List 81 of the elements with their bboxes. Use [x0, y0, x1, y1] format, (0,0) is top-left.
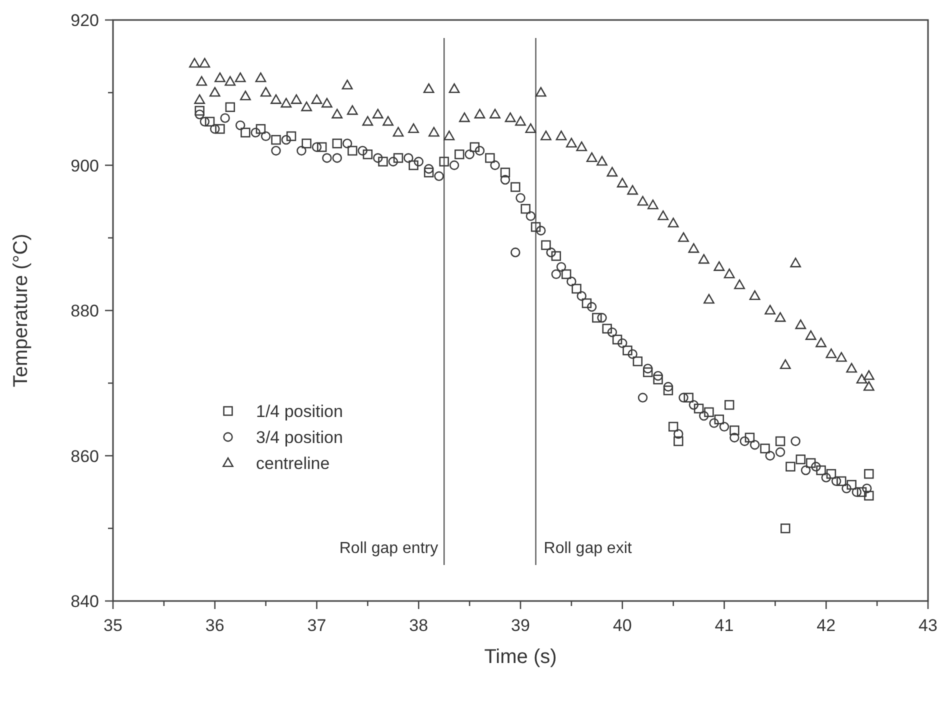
y-tick-label: 900	[70, 156, 99, 176]
point	[454, 150, 464, 160]
point	[541, 240, 551, 250]
point	[316, 142, 327, 152]
legend-label: 3/4 position	[256, 428, 343, 447]
point	[684, 392, 694, 402]
point	[240, 128, 250, 138]
point	[215, 124, 225, 134]
legend-label: 1/4 position	[256, 402, 343, 421]
x-tick-label: 36	[205, 616, 224, 635]
ref-line-label: Roll gap entry	[339, 540, 438, 557]
y-axis-title: Temperature (°C)	[10, 234, 32, 388]
x-tick-label: 41	[714, 616, 734, 635]
x-tick-label: 40	[612, 616, 632, 635]
point	[704, 407, 714, 418]
x-tick-label: 38	[409, 616, 428, 635]
point	[194, 106, 204, 116]
point	[393, 153, 404, 163]
point	[510, 182, 520, 192]
point	[806, 458, 816, 468]
x-tick-label: 39	[511, 616, 530, 635]
point	[642, 367, 653, 378]
point	[470, 142, 480, 152]
point	[256, 124, 266, 134]
y-tick-label: 860	[70, 446, 99, 466]
point	[520, 204, 530, 214]
point	[561, 269, 572, 280]
point	[592, 312, 602, 323]
point	[530, 222, 541, 232]
point	[816, 465, 826, 476]
point	[602, 324, 612, 334]
y-tick-label: 840	[70, 592, 99, 611]
point	[572, 284, 582, 294]
y-tick-label: 920	[70, 11, 99, 30]
point	[348, 146, 358, 156]
point	[663, 386, 674, 396]
point	[632, 356, 643, 366]
point	[714, 414, 724, 424]
point	[836, 476, 846, 486]
point	[439, 156, 449, 166]
point	[864, 490, 874, 501]
point	[775, 436, 786, 446]
point	[332, 138, 342, 148]
point	[744, 432, 755, 442]
point	[408, 160, 418, 170]
point	[724, 400, 734, 410]
x-tick-label: 35	[104, 616, 122, 635]
point	[622, 346, 632, 356]
point	[668, 422, 678, 432]
point	[653, 374, 663, 384]
point	[612, 334, 622, 344]
point	[864, 469, 874, 479]
x-axis-title: Time (s)	[484, 646, 557, 668]
point	[760, 444, 770, 454]
point	[694, 404, 704, 414]
point	[786, 462, 796, 472]
point	[204, 116, 215, 127]
point	[582, 298, 592, 308]
point	[796, 454, 806, 464]
x-tick-label: 43	[918, 616, 938, 635]
point	[271, 134, 281, 145]
ref-line-label: Roll gap exit	[544, 540, 632, 557]
point	[362, 150, 373, 160]
point	[846, 480, 856, 490]
point	[424, 168, 434, 178]
y-tick-label: 880	[70, 302, 99, 320]
x-tick-label: 37	[307, 616, 326, 635]
point	[856, 487, 867, 497]
point	[551, 251, 562, 261]
point	[780, 524, 790, 534]
legend-label: centreline	[256, 454, 330, 473]
point	[286, 131, 296, 142]
point	[302, 138, 312, 148]
point	[826, 469, 836, 479]
x-tick-label: 42	[816, 616, 836, 635]
point	[730, 425, 740, 436]
point	[225, 102, 236, 112]
point	[500, 168, 510, 178]
point	[674, 436, 684, 446]
point	[378, 156, 388, 166]
point	[485, 153, 495, 163]
